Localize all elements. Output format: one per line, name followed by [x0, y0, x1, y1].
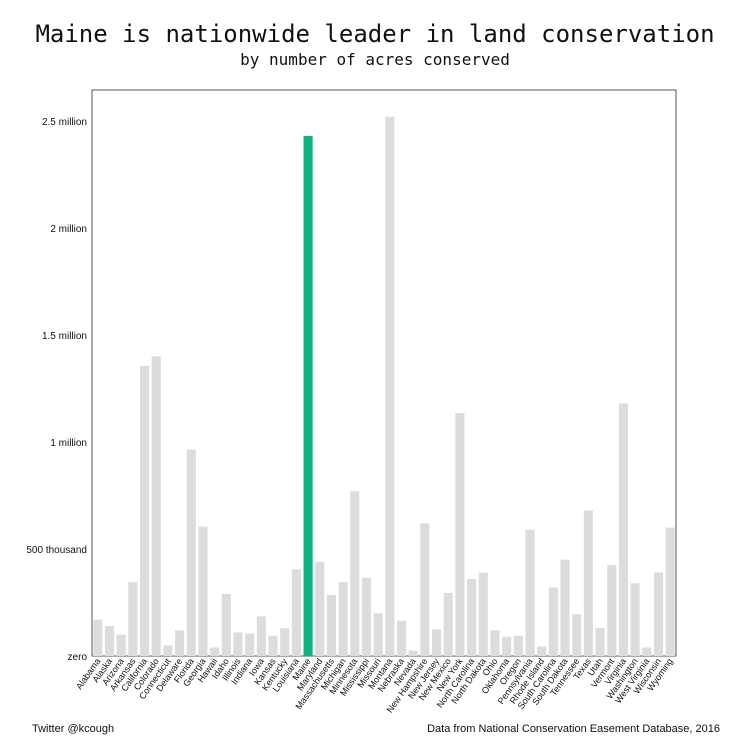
- bar-wisconsin: [653, 572, 664, 656]
- bar-louisiana: [291, 569, 301, 656]
- bar-indiana: [245, 633, 255, 656]
- bar-west-virginia: [642, 647, 652, 656]
- bar-tennessee: [572, 614, 582, 656]
- bar-kentucky: [280, 628, 290, 656]
- bar-georgia: [198, 526, 208, 656]
- bar-maryland: [315, 561, 325, 656]
- bar-minnesota: [350, 491, 360, 656]
- bar-virginia: [618, 403, 628, 656]
- bar-arkansas: [128, 582, 138, 656]
- y-tick-label: 1 million: [50, 438, 87, 449]
- plot-frame: [91, 89, 677, 657]
- y-tick-label: 2.5 million: [42, 117, 87, 128]
- chart-title: Maine is nationwide leader in land conse…: [35, 20, 715, 48]
- bar-montana: [385, 116, 395, 657]
- bar-pennsylvania: [525, 529, 535, 656]
- bar-alabama: [93, 619, 103, 656]
- bar-north-carolina: [467, 578, 477, 656]
- bar-oklahoma: [502, 636, 512, 656]
- bar-massachusetts: [326, 595, 336, 656]
- y-tick-label: 500 thousand: [26, 545, 87, 556]
- bar-colorado: [151, 356, 161, 656]
- bar-iowa: [256, 616, 266, 656]
- y-tick-label: 2 million: [50, 224, 87, 235]
- bar-washington: [630, 583, 640, 656]
- bar-mississippi: [361, 577, 372, 656]
- bar-utah: [595, 628, 605, 656]
- bar-new-jersey: [432, 629, 442, 656]
- bar-wyoming: [665, 527, 675, 656]
- bar-florida: [186, 449, 196, 656]
- bar-north-dakota: [478, 572, 488, 656]
- y-tick-label: zero: [68, 652, 88, 663]
- bar-new-mexico: [443, 592, 453, 656]
- bar-alaska: [104, 626, 115, 656]
- bar-vermont: [607, 565, 617, 656]
- y-tick-label: 1.5 million: [42, 331, 87, 342]
- bar-hawaii: [210, 647, 220, 656]
- bar-missouri: [373, 613, 383, 656]
- bar-ohio: [490, 630, 500, 656]
- bar-kansas: [268, 635, 278, 656]
- bar-maine: [303, 135, 313, 657]
- bar-connecticut: [163, 645, 173, 656]
- bar-new-york: [455, 413, 465, 656]
- footer-source: Data from National Conservation Easement…: [427, 723, 720, 735]
- bar-michigan: [338, 582, 348, 656]
- bar-new-hampshire: [420, 523, 430, 656]
- bar-oregon: [513, 635, 523, 656]
- bar-nebraska: [396, 620, 407, 656]
- chart-subtitle: by number of acres conserved: [240, 50, 510, 69]
- bar-arizona: [116, 634, 126, 656]
- bar-delaware: [175, 630, 185, 656]
- bar-idaho: [221, 593, 231, 656]
- bar-texas: [583, 510, 593, 656]
- bar-nevada: [408, 650, 418, 656]
- footer-credit: Twitter @kcough: [32, 723, 115, 735]
- bar-south-carolina: [548, 587, 558, 656]
- bar-illinois: [233, 632, 243, 656]
- bar-south-dakota: [560, 559, 570, 656]
- bar-california: [140, 366, 150, 656]
- bar-rhode-island: [537, 646, 547, 656]
